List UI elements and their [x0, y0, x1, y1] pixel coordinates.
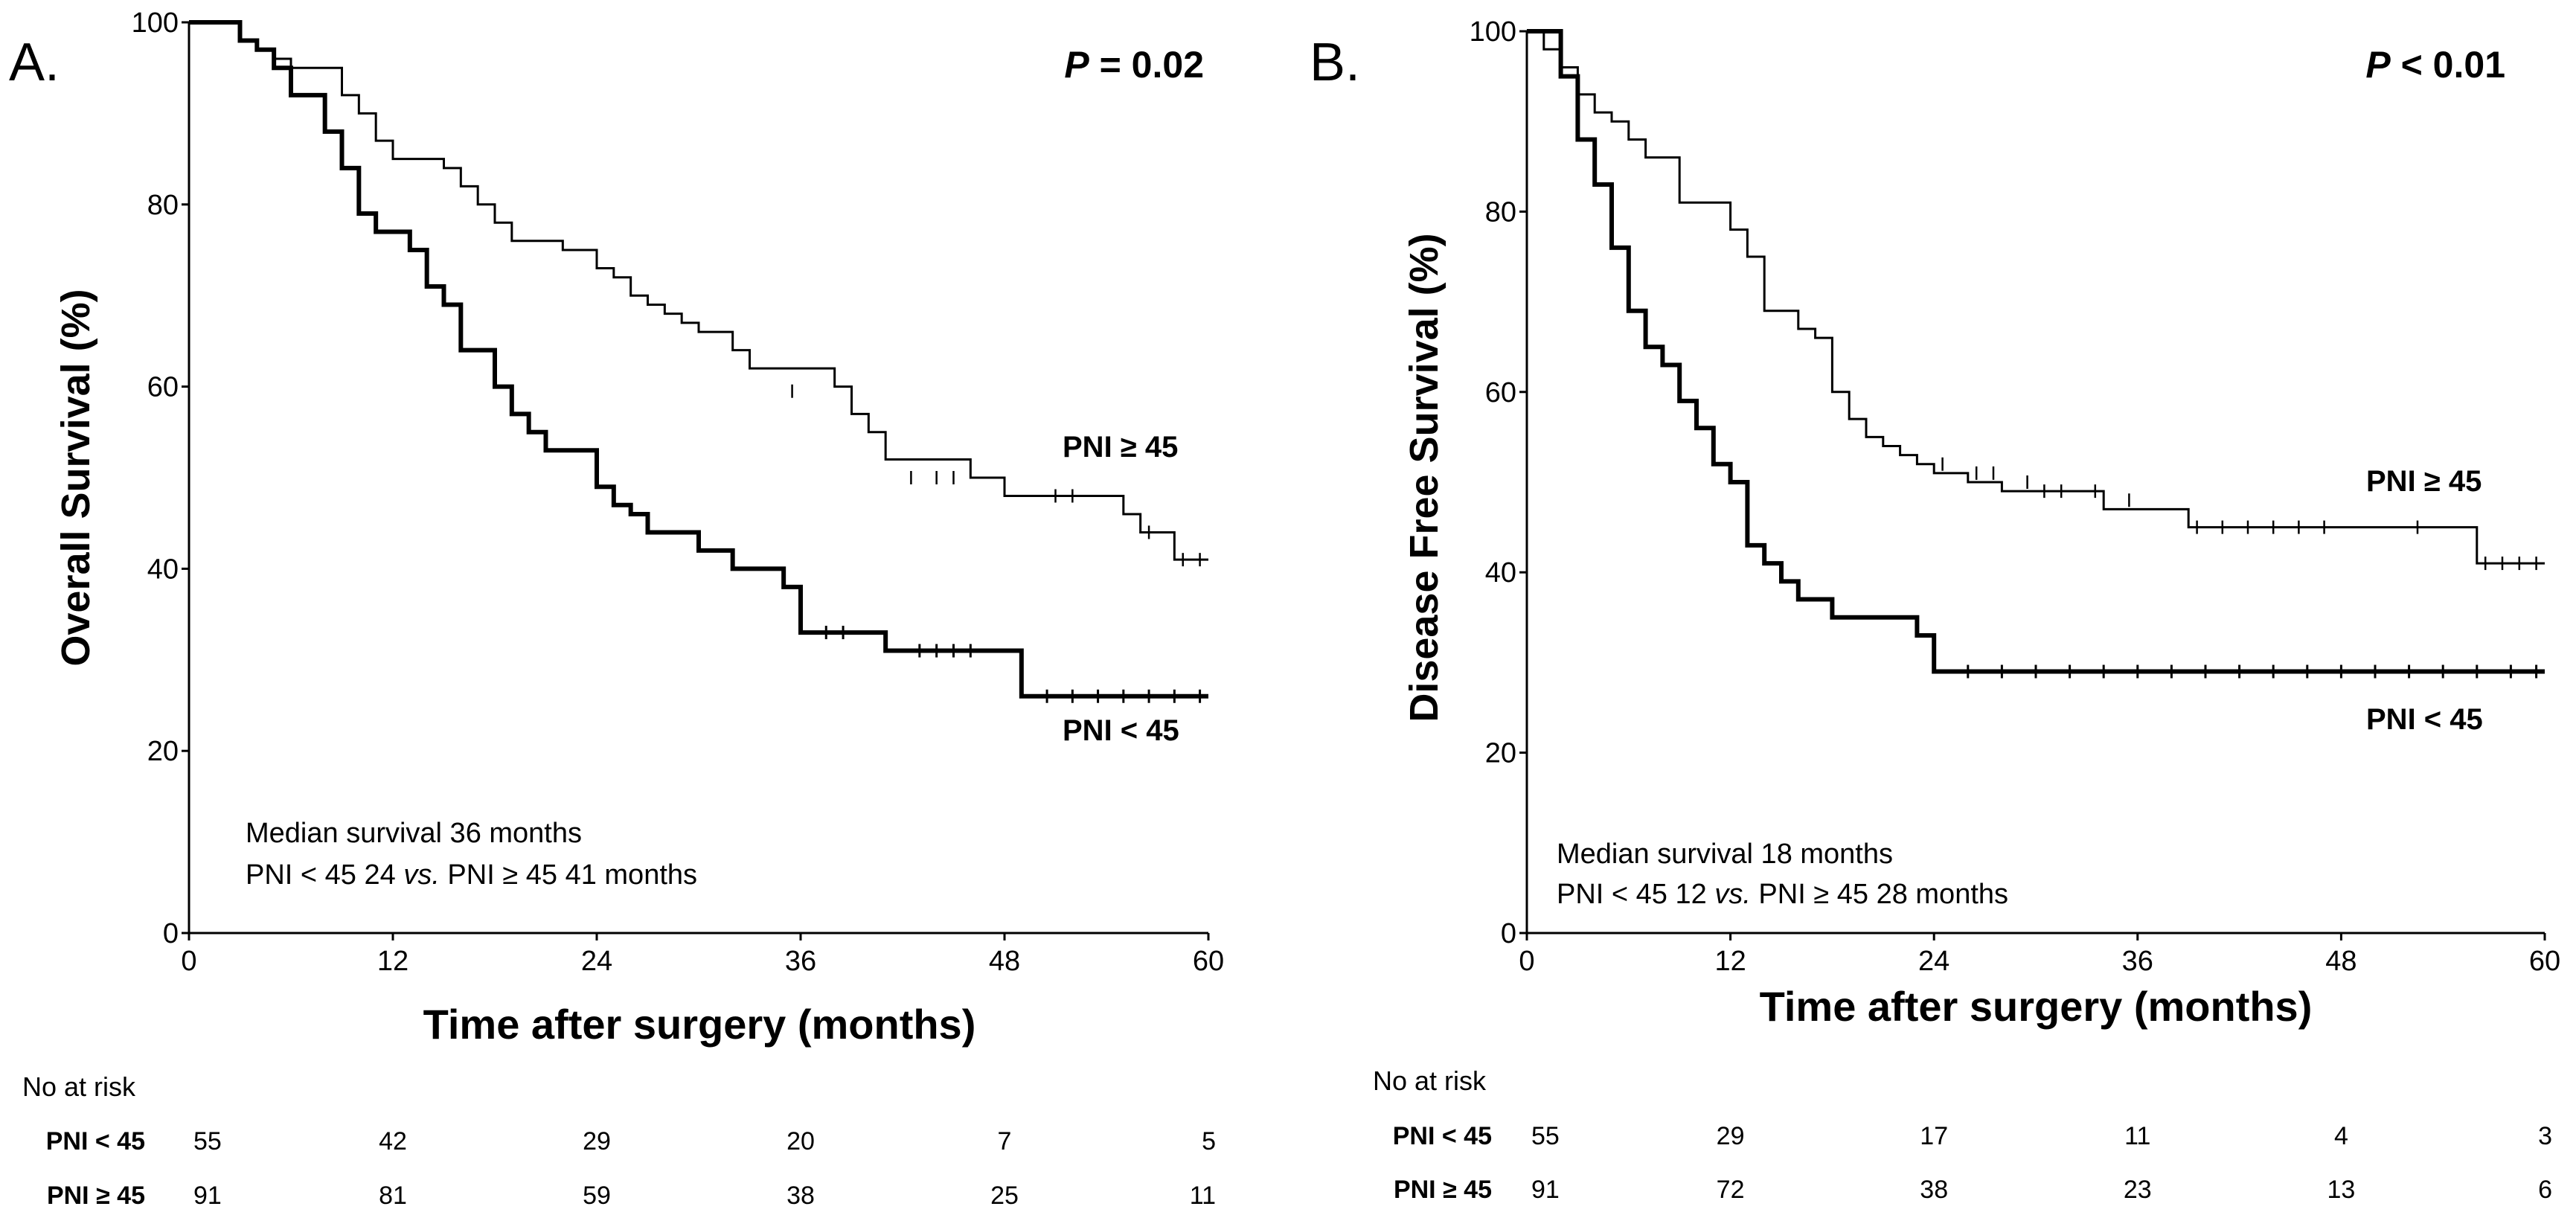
y-tick-label: 40	[147, 554, 179, 585]
at-risk-row-label: PNI ≥ 45	[1394, 1176, 1492, 1204]
at-risk-count: 5	[1202, 1127, 1216, 1156]
x-tick-label: 12	[1714, 946, 1746, 977]
survival-curve-pni-high	[189, 21, 1208, 561]
panel-a: 0 20 40 60 80 100 0 12 24 36 48 60 A. P = 0.02 Overall…	[9, 7, 1224, 1210]
median-comparison-note: PNI < 45 24 vs. PNI ≥ 45 41 months	[246, 859, 697, 891]
at-risk-count: 29	[583, 1127, 611, 1156]
median-survival-note: Median survival 18 months	[1557, 839, 1893, 870]
y-tick-label: 100	[132, 7, 179, 39]
at-risk-row-label: PNI < 45	[46, 1127, 145, 1156]
at-risk-count: 91	[193, 1182, 222, 1210]
x-tick-label: 60	[1193, 946, 1224, 977]
x-axis-title: Time after surgery (months)	[1760, 983, 2313, 1030]
x-tick-label: 48	[2325, 946, 2356, 977]
x-tick-label: 12	[377, 946, 408, 977]
at-risk-count: 29	[1717, 1122, 1745, 1150]
x-axis-title: Time after surgery (months)	[423, 1001, 976, 1048]
at-risk-count: 20	[786, 1127, 815, 1156]
x-tick-label: 24	[1918, 946, 1949, 977]
y-tick-label: 80	[1485, 196, 1516, 228]
at-risk-count: 38	[1920, 1176, 1948, 1204]
median-comparison-part: PNI ≥ 45 28 months	[1751, 879, 2008, 910]
panel-label: A.	[9, 33, 60, 92]
y-tick-label: 0	[163, 918, 179, 949]
at-risk-count: 11	[1190, 1182, 1216, 1210]
at-risk-count: 38	[786, 1182, 815, 1210]
survival-curve-pni-high	[1527, 30, 2545, 565]
y-tick-label: 100	[1470, 16, 1516, 48]
x-tick-label: 0	[1519, 946, 1534, 977]
at-risk-count: 42	[379, 1127, 407, 1156]
median-comparison-note: PNI < 45 12 vs. PNI ≥ 45 28 months	[1557, 879, 2008, 910]
x-tick-label: 60	[2529, 946, 2560, 977]
at-risk-count: 55	[1531, 1122, 1560, 1150]
at-risk-row-label: PNI ≥ 45	[47, 1182, 145, 1210]
median-comparison-part: PNI < 45 12	[1557, 879, 1714, 910]
at-risk-count: 23	[2124, 1176, 2152, 1204]
median-comparison-vs: vs.	[403, 859, 440, 891]
y-tick-label: 40	[1485, 557, 1516, 589]
at-risk-count: 91	[1531, 1176, 1560, 1204]
series-label: PNI < 45	[2366, 703, 2483, 736]
p-value-text: = 0.02	[1089, 44, 1204, 86]
at-risk-header: No at risk	[22, 1071, 136, 1102]
at-risk-header: No at risk	[1373, 1065, 1487, 1096]
survival-curve-pni-low	[1527, 29, 2545, 674]
p-value-label: P < 0.01	[2365, 44, 2505, 86]
median-comparison-vs: vs.	[1714, 879, 1751, 910]
p-value-symbol: P	[2365, 44, 2391, 86]
median-survival-note: Median survival 36 months	[246, 818, 582, 849]
y-tick-label: 0	[1501, 918, 1516, 949]
y-tick-label: 60	[1485, 377, 1516, 408]
y-tick-label: 60	[147, 372, 179, 403]
at-risk-count: 4	[2334, 1122, 2348, 1150]
panel-label: B.	[1310, 33, 1360, 92]
x-tick-label: 24	[581, 946, 612, 977]
p-value-label: P = 0.02	[1064, 44, 1204, 86]
at-risk-count: 55	[193, 1127, 222, 1156]
y-axis-title: Disease Free Survival (%)	[1402, 233, 1446, 722]
median-comparison-part: PNI < 45 24	[246, 859, 403, 891]
at-risk-count: 3	[2538, 1122, 2552, 1150]
at-risk-count: 59	[583, 1182, 611, 1210]
at-risk-count: 7	[998, 1127, 1012, 1156]
x-tick-label: 0	[181, 946, 196, 977]
x-tick-label: 48	[989, 946, 1020, 977]
at-risk-count: 11	[2124, 1122, 2150, 1150]
x-tick-label: 36	[2122, 946, 2153, 977]
series-label: PNI < 45	[1063, 714, 1179, 747]
y-tick-label: 80	[147, 190, 179, 221]
y-tick-label: 20	[147, 736, 179, 767]
at-risk-count: 17	[1920, 1122, 1948, 1150]
at-risk-count: 81	[379, 1182, 407, 1210]
p-value-symbol: P	[1064, 44, 1089, 86]
median-comparison-part: PNI ≥ 45 41 months	[440, 859, 697, 891]
at-risk-count: 25	[990, 1182, 1019, 1210]
y-tick-label: 20	[1485, 738, 1516, 769]
p-value-text: < 0.01	[2391, 44, 2505, 86]
series-label: PNI ≥ 45	[1063, 431, 1178, 464]
survival-curve-pni-low	[189, 20, 1208, 699]
at-risk-row-label: PNI < 45	[1393, 1122, 1492, 1150]
series-label: PNI ≥ 45	[2366, 465, 2482, 498]
x-tick-label: 36	[785, 946, 816, 977]
at-risk-count: 13	[2327, 1176, 2355, 1204]
y-axis-title: Overall Survival (%)	[54, 289, 98, 666]
at-risk-count: 6	[2538, 1176, 2552, 1204]
at-risk-count: 72	[1717, 1176, 1745, 1204]
